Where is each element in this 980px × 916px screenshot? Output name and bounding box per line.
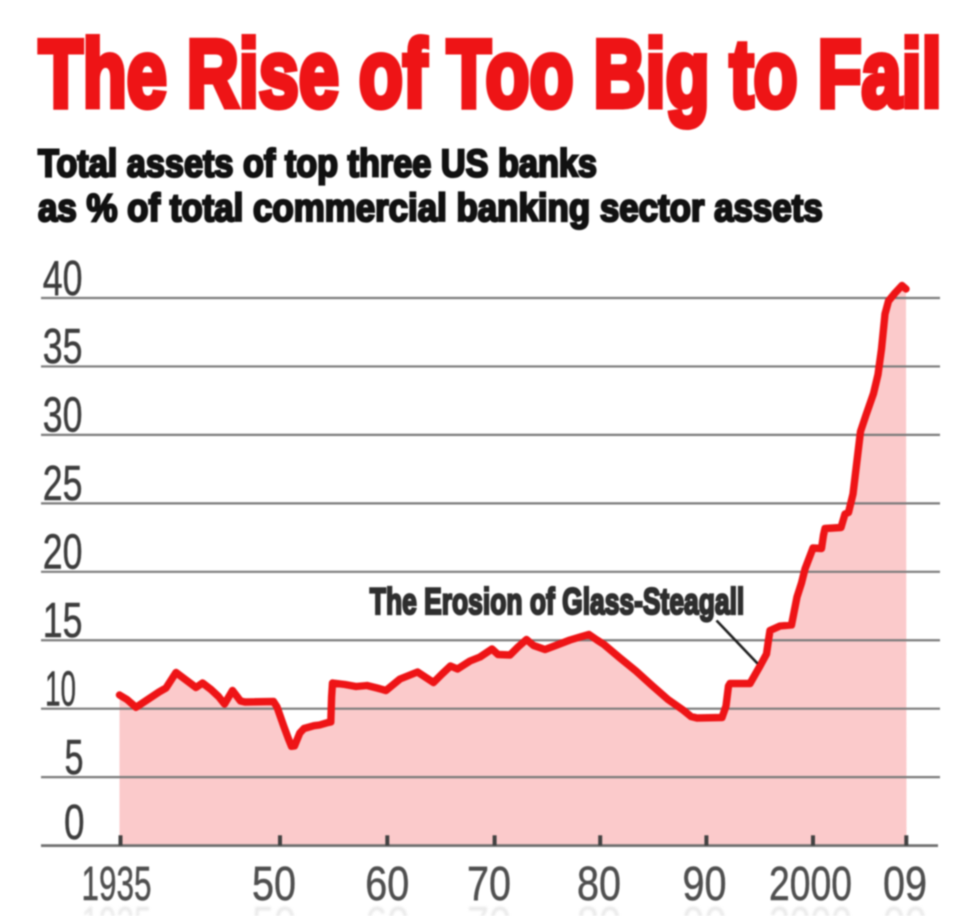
svg-text:30: 30: [43, 388, 83, 443]
svg-text:1935: 1935: [82, 896, 152, 916]
svg-text:80: 80: [577, 857, 621, 910]
svg-text:70: 70: [467, 857, 511, 910]
svg-text:09: 09: [883, 857, 927, 910]
svg-text:40: 40: [43, 251, 83, 306]
svg-text:80: 80: [577, 897, 621, 916]
svg-text:Total assets of top three US b: Total assets of top three US banks: [38, 142, 597, 185]
svg-text:2000: 2000: [769, 858, 852, 912]
svg-text:The Erosion of Glass-Steagall: The Erosion of Glass-Steagall: [370, 580, 744, 622]
svg-text:as % of total commercial banki: as % of total commercial banking sector …: [38, 186, 823, 229]
svg-text:The Rise of Too Big to Fail: The Rise of Too Big to Fail: [39, 19, 942, 126]
svg-text:2000: 2000: [769, 898, 852, 916]
svg-text:15: 15: [43, 593, 83, 648]
svg-text:90: 90: [682, 897, 726, 916]
svg-text:09: 09: [883, 897, 927, 916]
svg-text:70: 70: [467, 897, 511, 916]
svg-text:5: 5: [64, 731, 83, 786]
svg-text:25: 25: [43, 457, 83, 512]
svg-text:0: 0: [64, 796, 84, 850]
svg-text:90: 90: [682, 857, 726, 910]
svg-text:60: 60: [365, 857, 409, 910]
svg-text:60: 60: [365, 897, 409, 916]
svg-text:50: 50: [252, 857, 296, 910]
svg-text:35: 35: [43, 320, 83, 375]
svg-text:10: 10: [45, 661, 76, 716]
svg-text:1935: 1935: [82, 856, 152, 910]
svg-text:50: 50: [252, 897, 296, 916]
svg-text:20: 20: [43, 525, 83, 580]
